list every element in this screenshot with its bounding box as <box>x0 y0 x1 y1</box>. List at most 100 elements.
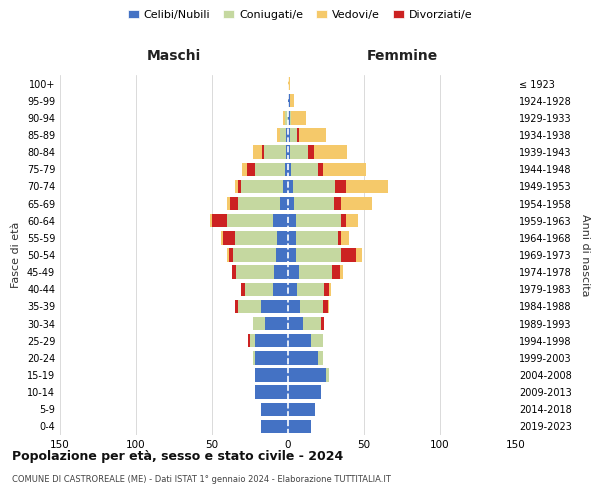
Bar <box>277 128 280 141</box>
Bar <box>314 146 347 159</box>
Bar <box>290 111 291 124</box>
Bar <box>254 351 288 364</box>
Bar <box>227 197 230 210</box>
Bar <box>290 94 294 108</box>
Bar <box>335 180 346 193</box>
Bar <box>288 420 311 433</box>
Bar <box>288 402 316 416</box>
Bar <box>288 317 303 330</box>
Bar <box>253 351 254 364</box>
Bar <box>288 266 299 279</box>
Bar <box>247 162 254 176</box>
Bar <box>277 231 288 244</box>
Bar <box>288 351 319 364</box>
Text: Popolazione per età, sesso e stato civile - 2024: Popolazione per età, sesso e stato civil… <box>12 450 343 463</box>
Bar <box>297 128 299 141</box>
Bar <box>242 162 247 176</box>
Bar <box>232 266 236 279</box>
Bar <box>273 282 288 296</box>
Bar <box>254 386 288 399</box>
Bar <box>260 300 288 313</box>
Bar <box>233 248 276 262</box>
Bar <box>286 146 288 159</box>
Bar <box>286 128 288 141</box>
Bar <box>341 248 356 262</box>
Bar <box>235 300 238 313</box>
Bar <box>356 248 362 262</box>
Bar <box>276 248 288 262</box>
Bar <box>283 180 288 193</box>
Bar <box>288 146 290 159</box>
Bar <box>290 146 308 159</box>
Bar <box>341 197 371 210</box>
Bar <box>280 128 286 141</box>
Bar <box>273 214 288 228</box>
Bar <box>288 162 291 176</box>
Bar <box>221 231 223 244</box>
Bar <box>288 282 297 296</box>
Bar <box>299 266 332 279</box>
Bar <box>274 266 288 279</box>
Bar <box>334 197 341 210</box>
Bar <box>288 94 290 108</box>
Bar <box>248 334 250 347</box>
Bar <box>299 128 326 141</box>
Bar <box>227 214 273 228</box>
Legend: Celibi/Nubili, Coniugati/e, Vedovi/e, Divorziati/e: Celibi/Nubili, Coniugati/e, Vedovi/e, Di… <box>124 6 476 25</box>
Bar <box>341 231 349 244</box>
Bar <box>238 197 280 210</box>
Bar <box>326 368 329 382</box>
Text: Maschi: Maschi <box>147 49 201 63</box>
Y-axis label: Fasce di età: Fasce di età <box>11 222 21 288</box>
Bar <box>319 162 323 176</box>
Bar <box>235 180 238 193</box>
Bar <box>323 300 328 313</box>
Bar <box>283 111 285 124</box>
Bar <box>254 368 288 382</box>
Bar <box>323 162 365 176</box>
Bar <box>212 214 227 228</box>
Bar <box>260 402 288 416</box>
Bar <box>235 231 277 244</box>
Bar <box>254 334 288 347</box>
Bar <box>291 162 319 176</box>
Bar <box>241 282 245 296</box>
Bar <box>288 368 326 382</box>
Bar <box>227 248 229 262</box>
Bar <box>288 111 290 124</box>
Bar <box>346 214 358 228</box>
Bar <box>311 334 323 347</box>
Bar <box>296 248 341 262</box>
Bar <box>263 146 286 159</box>
Bar <box>285 162 288 176</box>
Bar <box>265 317 288 330</box>
Bar <box>308 146 314 159</box>
Bar <box>322 317 325 330</box>
Bar <box>238 180 241 193</box>
Bar <box>319 351 323 364</box>
Y-axis label: Anni di nascita: Anni di nascita <box>580 214 590 296</box>
Bar <box>294 197 334 210</box>
Bar <box>288 77 290 90</box>
Bar <box>211 214 212 228</box>
Bar <box>296 214 341 228</box>
Text: Femmine: Femmine <box>367 49 437 63</box>
Bar <box>293 180 335 193</box>
Bar <box>223 231 235 244</box>
Bar <box>236 266 274 279</box>
Bar <box>329 282 331 296</box>
Bar <box>250 334 254 347</box>
Bar <box>288 180 293 193</box>
Bar <box>300 300 323 313</box>
Bar <box>285 111 288 124</box>
Bar <box>280 197 288 210</box>
Bar <box>253 146 262 159</box>
Bar <box>245 282 273 296</box>
Bar <box>296 231 338 244</box>
Bar <box>288 214 296 228</box>
Bar <box>332 266 340 279</box>
Bar <box>346 180 388 193</box>
Bar <box>254 162 285 176</box>
Bar <box>262 146 263 159</box>
Bar <box>260 420 288 433</box>
